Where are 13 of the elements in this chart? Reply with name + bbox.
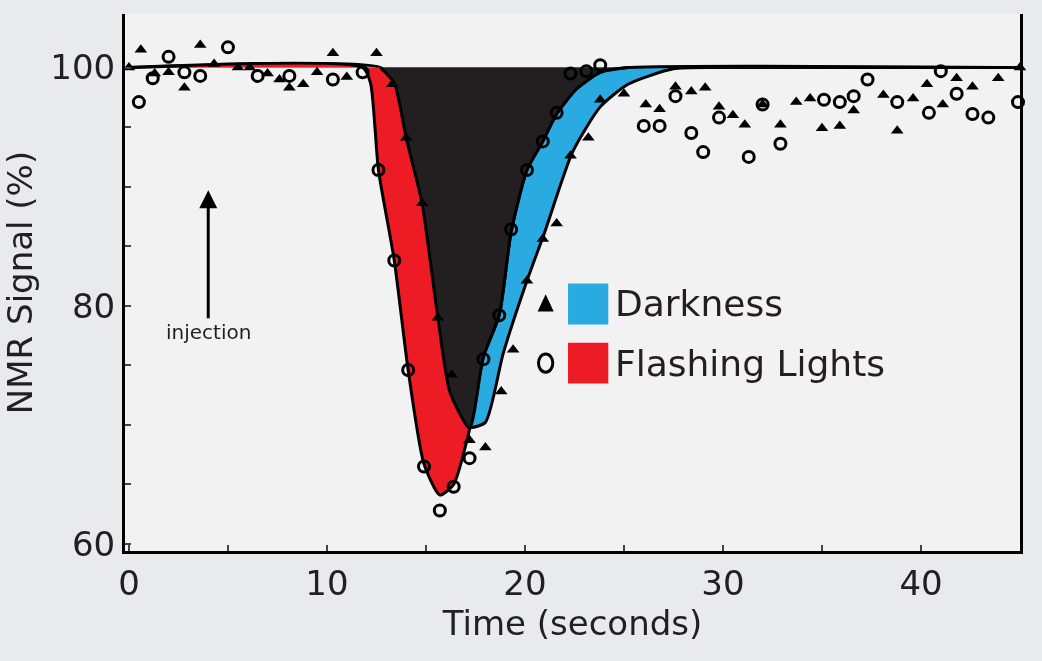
y-tick-label: 100 <box>50 47 116 88</box>
x-tick-label: 20 <box>503 562 547 603</box>
y-tick-label: 80 <box>71 285 116 326</box>
y-axis-title: NMR Signal (%) <box>0 150 40 415</box>
x-axis-title: Time (seconds) <box>441 602 703 643</box>
x-tick-label: 40 <box>899 562 943 603</box>
y-tick-label: 60 <box>71 523 116 564</box>
x-tick-label: 10 <box>305 562 349 603</box>
annotation: injection <box>166 320 252 344</box>
x-tick-label: 0 <box>118 562 140 603</box>
legend-label: Darkness <box>615 283 783 324</box>
legend-label: Flashing Lights <box>615 343 886 384</box>
x-tick-label: 30 <box>701 562 745 603</box>
